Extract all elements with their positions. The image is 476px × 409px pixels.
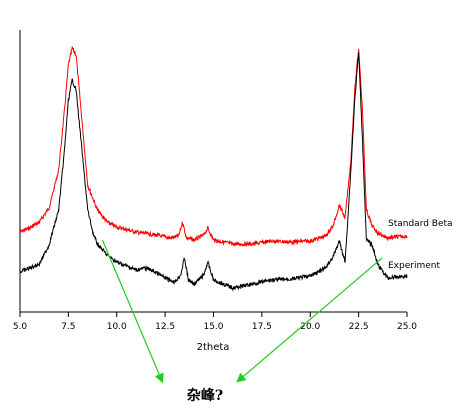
- x-axis-title: 2theta: [197, 342, 230, 353]
- x-tick-label: 17.5: [252, 322, 272, 332]
- series-group: Standard Beta Experiment: [19, 46, 453, 292]
- x-tick-label: 20.0: [300, 322, 320, 332]
- annotation-arrow-right: [236, 257, 383, 383]
- annotation-arrow-left: [101, 239, 164, 384]
- annotation-group: 杂峰?: [101, 239, 383, 404]
- series-label-experiment: Experiment: [388, 261, 440, 271]
- x-axis-ticks: 5.0 7.5 10.0 12.5 15.0 17.5 20.0 22.5 25.0: [13, 312, 417, 332]
- series-line-experiment: [19, 52, 408, 292]
- x-tick-label: 25.0: [397, 322, 417, 332]
- series-line-standard-beta: [19, 46, 408, 247]
- x-tick-label: 7.5: [61, 322, 75, 332]
- x-tick-label: 12.5: [155, 322, 175, 332]
- x-tick-label: 5.0: [13, 322, 28, 332]
- annotation-label: 杂峰?: [187, 387, 223, 404]
- x-tick-label: 22.5: [349, 322, 369, 332]
- x-tick-label: 10.0: [107, 322, 127, 332]
- series-label-standard-beta: Standard Beta: [388, 219, 453, 229]
- x-tick-label: 15.0: [203, 322, 223, 332]
